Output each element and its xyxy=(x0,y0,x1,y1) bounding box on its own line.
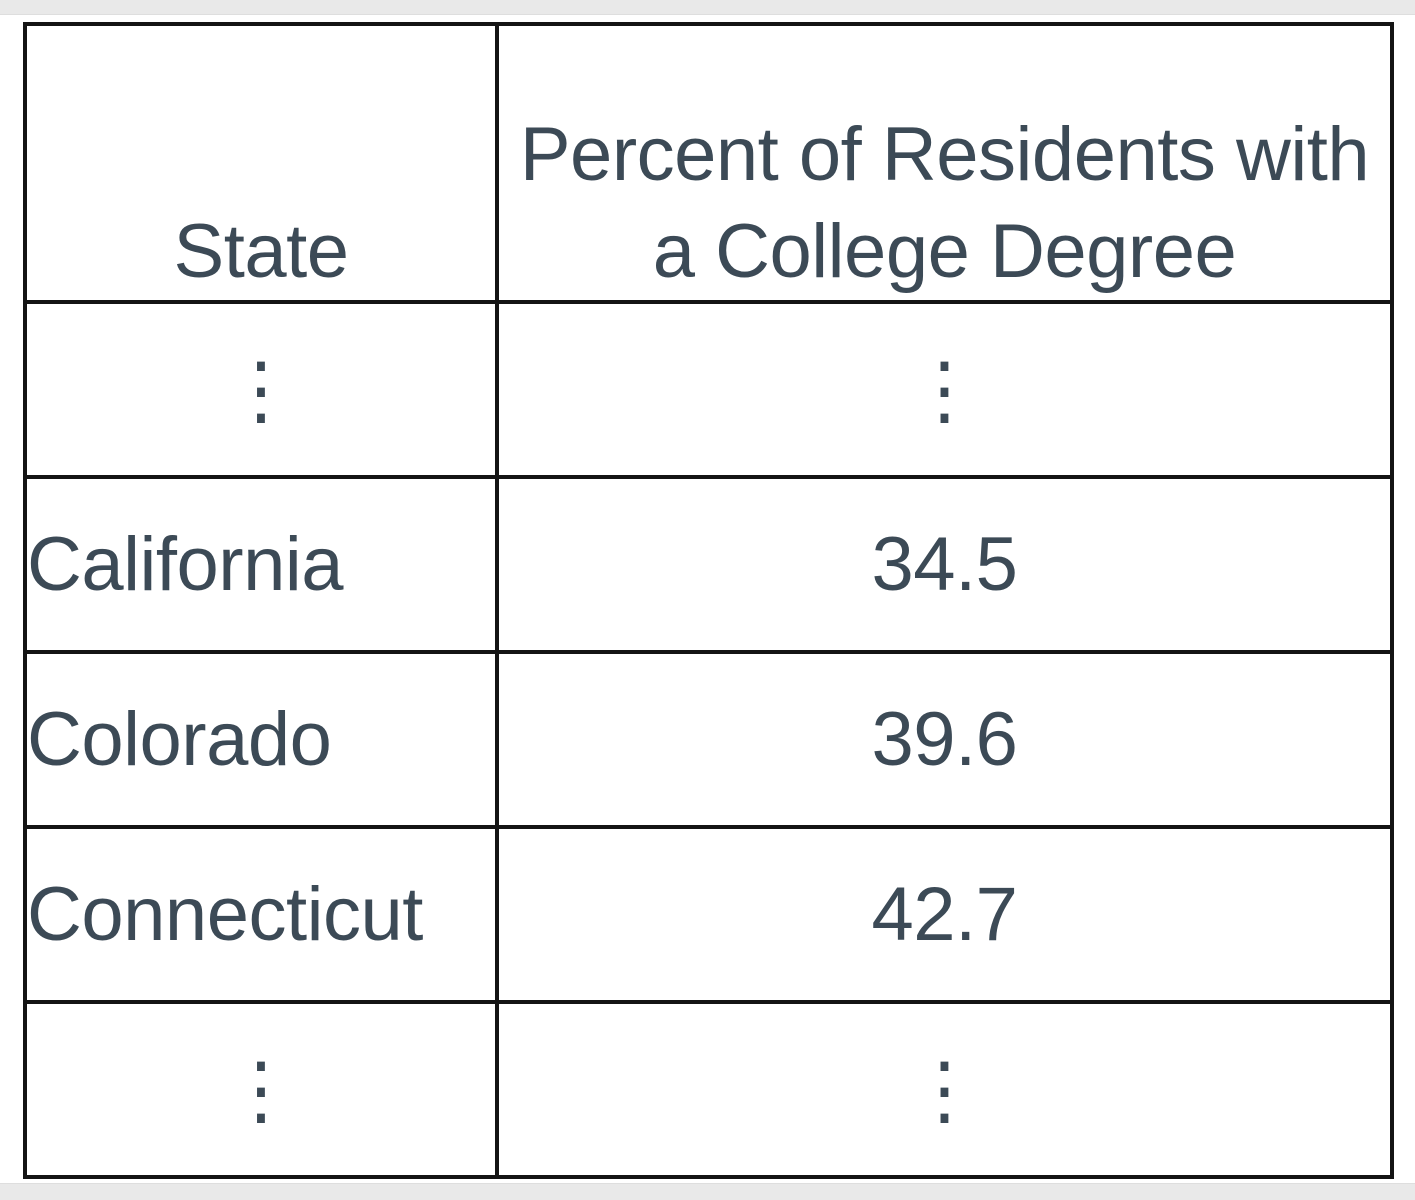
bottom-edge-strip xyxy=(0,1183,1415,1200)
header-percent-line2: a College Degree xyxy=(652,209,1237,294)
table-row-colorado: Colorado 39.6 xyxy=(23,650,1394,829)
table-header-row: State Percent of Residents with a Colleg… xyxy=(23,22,1394,304)
header-state-label: State xyxy=(173,209,349,294)
state-college-degree-table: State Percent of Residents with a Colleg… xyxy=(23,22,1394,1179)
value-ellipsis-cell: ⋮ xyxy=(495,300,1394,479)
state-cell: Colorado xyxy=(23,650,499,829)
header-cell-state: State xyxy=(23,22,499,304)
value-cell: 39.6 xyxy=(495,650,1394,829)
state-ellipsis-cell: ⋮ xyxy=(23,1000,499,1179)
state-cell: Connecticut xyxy=(23,825,499,1004)
table-row-ellipsis-top: ⋮ ⋮ xyxy=(23,300,1394,479)
header-cell-percent: Percent of Residents with a College Degr… xyxy=(495,22,1394,304)
state-cell: California xyxy=(23,475,499,654)
header-percent-line1: Percent of Residents with xyxy=(519,112,1370,197)
value-ellipsis-cell: ⋮ xyxy=(495,1000,1394,1179)
value-cell: 34.5 xyxy=(495,475,1394,654)
top-edge-strip xyxy=(0,0,1415,15)
table-row-connecticut: Connecticut 42.7 xyxy=(23,825,1394,1004)
table-row-ellipsis-bottom: ⋮ ⋮ xyxy=(23,1000,1394,1179)
state-ellipsis-cell: ⋮ xyxy=(23,300,499,479)
table-row-california: California 34.5 xyxy=(23,475,1394,654)
value-cell: 42.7 xyxy=(495,825,1394,1004)
